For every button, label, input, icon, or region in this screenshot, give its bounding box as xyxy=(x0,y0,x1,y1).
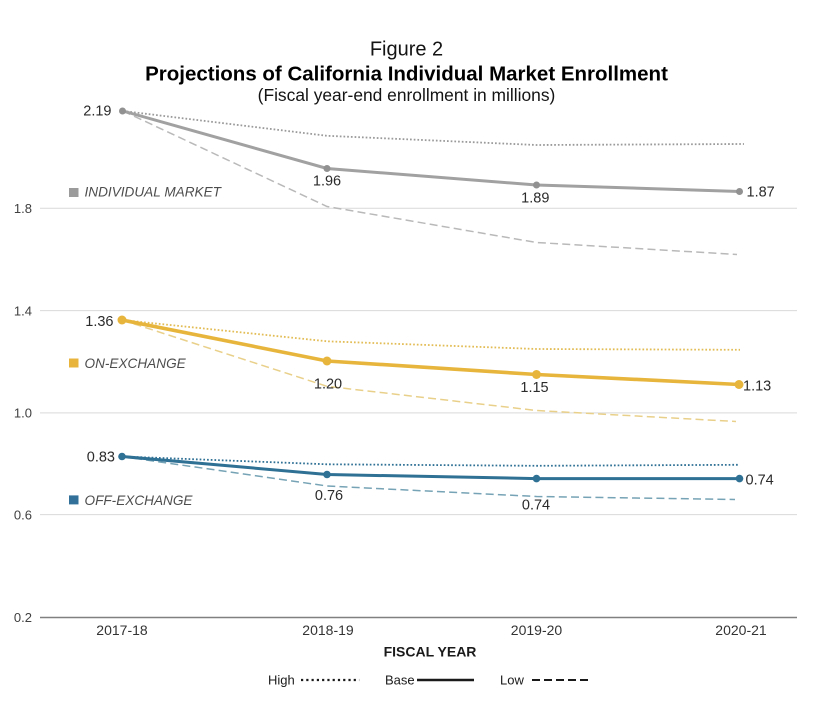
svg-text:0.83: 0.83 xyxy=(87,450,115,466)
svg-text:Projections of California Indi: Projections of California Individual Mar… xyxy=(145,63,668,86)
svg-text:0.6: 0.6 xyxy=(14,507,32,522)
svg-text:FISCAL YEAR: FISCAL YEAR xyxy=(384,644,477,660)
svg-text:1.20: 1.20 xyxy=(314,377,342,393)
svg-text:2020-21: 2020-21 xyxy=(715,622,767,638)
svg-text:2018-19: 2018-19 xyxy=(302,622,354,638)
svg-text:1.0: 1.0 xyxy=(14,406,32,421)
svg-text:1.36: 1.36 xyxy=(85,314,113,330)
svg-text:2.19: 2.19 xyxy=(83,104,111,120)
svg-text:1.89: 1.89 xyxy=(521,190,549,206)
svg-text:ON-EXCHANGE: ON-EXCHANGE xyxy=(85,356,187,371)
svg-text:1.4: 1.4 xyxy=(14,303,32,318)
svg-text:High: High xyxy=(268,673,295,688)
svg-text:0.74: 0.74 xyxy=(746,472,774,488)
svg-text:1.13: 1.13 xyxy=(743,378,771,394)
svg-text:1.96: 1.96 xyxy=(313,174,341,190)
svg-text:1.8: 1.8 xyxy=(14,201,32,216)
svg-text:OFF-EXCHANGE: OFF-EXCHANGE xyxy=(85,493,194,508)
svg-text:Figure 2: Figure 2 xyxy=(370,39,443,61)
svg-text:0.2: 0.2 xyxy=(14,610,32,625)
svg-text:0.74: 0.74 xyxy=(522,498,550,514)
svg-text:Low: Low xyxy=(500,673,524,688)
svg-text:1.15: 1.15 xyxy=(520,380,548,396)
svg-text:Base: Base xyxy=(385,673,415,688)
svg-text:INDIVIDUAL MARKET: INDIVIDUAL MARKET xyxy=(85,185,223,200)
svg-text:2019-20: 2019-20 xyxy=(511,622,563,638)
svg-text:0.76: 0.76 xyxy=(315,488,343,504)
svg-text:2017-18: 2017-18 xyxy=(96,622,148,638)
svg-text:1.87: 1.87 xyxy=(747,185,775,201)
svg-text:(Fiscal year-end enrollment in: (Fiscal year-end enrollment in millions) xyxy=(258,85,556,105)
